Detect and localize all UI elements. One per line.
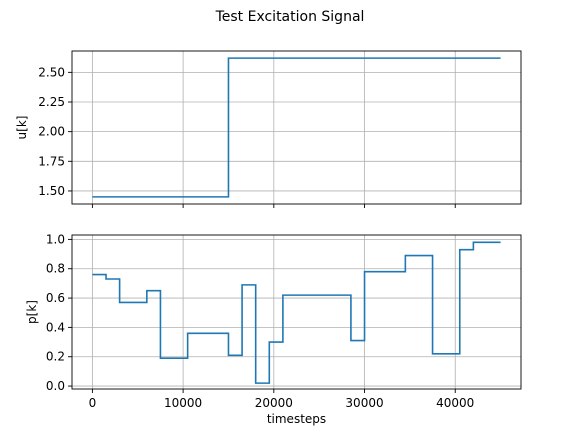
u-y-tick-label: 2.50 [38, 65, 65, 79]
p-signal-panel: 0 10000 20000 30000 40000 0.0 0.2 0.4 0.6 0.8 1.0 p… [25, 232, 522, 426]
p-y-tick-label: 1.0 [46, 232, 65, 246]
p-x-tick-label: 10000 [164, 396, 202, 410]
p-y-axis-label: p[k] [25, 300, 39, 324]
p-y-tick-label: 0.4 [46, 320, 65, 334]
u-axes-frame [71, 50, 522, 205]
u-y-tick-label: 2.00 [38, 125, 65, 139]
p-y-tick-label: 0.6 [46, 291, 65, 305]
u-y-axis-label: u[k] [15, 116, 29, 140]
u-y-tick-label: 1.75 [38, 154, 65, 168]
u-y-tick-label: 2.25 [38, 95, 65, 109]
p-y-tick-label: 0.2 [46, 350, 65, 364]
u-signal-panel: 1.50 1.75 2.00 2.25 2.50 u[k] [15, 50, 522, 208]
p-x-tick-label: 0 [89, 396, 97, 410]
figure-title: Test Excitation Signal [215, 9, 365, 25]
p-y-tick-label: 0.0 [46, 379, 65, 393]
p-x-tick-label: 40000 [436, 396, 474, 410]
p-x-axis-label: timesteps [267, 412, 326, 426]
p-y-tick-label: 0.8 [46, 262, 65, 276]
p-x-tick-label: 30000 [345, 396, 383, 410]
p-axes-frame [71, 234, 522, 390]
u-y-tick-label: 1.50 [38, 184, 65, 198]
p-x-tick-label: 20000 [255, 396, 293, 410]
u-signal-line [92, 57, 501, 198]
p-signal-line [92, 241, 501, 384]
